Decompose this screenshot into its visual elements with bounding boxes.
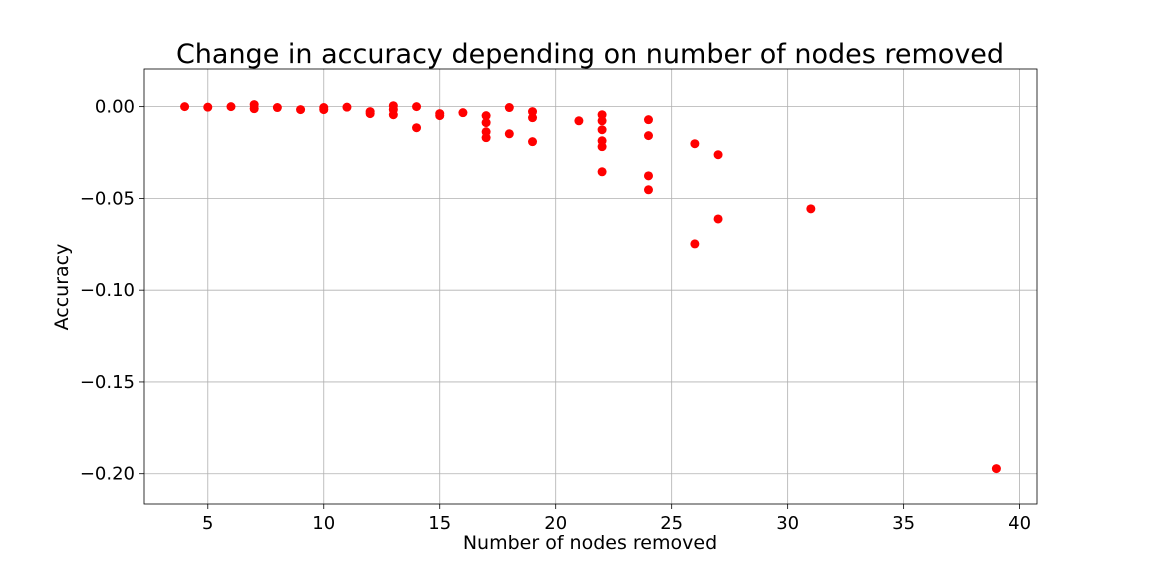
x-tick-label: 20	[544, 513, 567, 534]
data-points	[180, 100, 1001, 474]
data-point	[458, 108, 468, 118]
data-point	[690, 239, 700, 249]
y-tick-label: −0.15	[80, 372, 135, 393]
grid-lines	[144, 69, 1037, 504]
data-point	[528, 137, 538, 147]
data-point	[365, 109, 375, 119]
data-point	[597, 142, 607, 152]
data-point	[481, 118, 491, 128]
data-point	[272, 103, 282, 113]
y-tick-label: 0.00	[95, 97, 135, 118]
data-point	[296, 105, 306, 115]
data-point	[388, 110, 398, 120]
data-point	[806, 204, 816, 214]
data-point	[574, 116, 584, 126]
data-point	[226, 102, 236, 112]
x-tick-label: 25	[660, 513, 683, 534]
y-axis-label: Accuracy	[51, 244, 73, 331]
data-point	[504, 129, 514, 139]
data-point	[597, 125, 607, 135]
x-tick-label: 5	[202, 513, 213, 534]
x-tick-label: 40	[1008, 513, 1031, 534]
data-point	[504, 103, 514, 113]
data-point	[249, 104, 259, 114]
x-tick-label: 30	[776, 513, 799, 534]
data-point	[643, 185, 653, 195]
data-point	[481, 133, 491, 143]
data-point	[481, 111, 491, 121]
data-point	[991, 464, 1001, 474]
data-point	[713, 150, 723, 160]
data-point	[597, 116, 607, 126]
x-axis-label: Number of nodes removed	[463, 532, 717, 554]
data-point	[643, 171, 653, 181]
data-point	[180, 102, 190, 112]
y-tick-label: −0.05	[80, 188, 135, 209]
data-point	[319, 105, 329, 115]
data-point	[412, 102, 422, 112]
data-point	[412, 123, 422, 133]
data-point	[643, 131, 653, 141]
x-tick-label: 10	[312, 513, 335, 534]
data-point	[528, 113, 538, 123]
y-axis-ticks: 0.00 −0.05 −0.10 −0.15 −0.20	[80, 97, 144, 485]
data-point	[435, 111, 445, 121]
data-point	[690, 139, 700, 149]
data-point	[342, 102, 352, 112]
x-axis-ticks: 5 10 15 20 25 30 35 40	[202, 504, 1031, 534]
x-tick-label: 15	[428, 513, 451, 534]
data-point	[643, 115, 653, 125]
data-point	[597, 167, 607, 177]
y-tick-label: −0.10	[80, 280, 135, 301]
y-tick-label: −0.20	[80, 464, 135, 485]
data-point	[713, 214, 723, 224]
data-point	[203, 102, 213, 112]
chart-title: Change in accuracy depending on number o…	[176, 39, 1004, 70]
x-tick-label: 35	[892, 513, 915, 534]
plot-frame	[143, 68, 1038, 505]
